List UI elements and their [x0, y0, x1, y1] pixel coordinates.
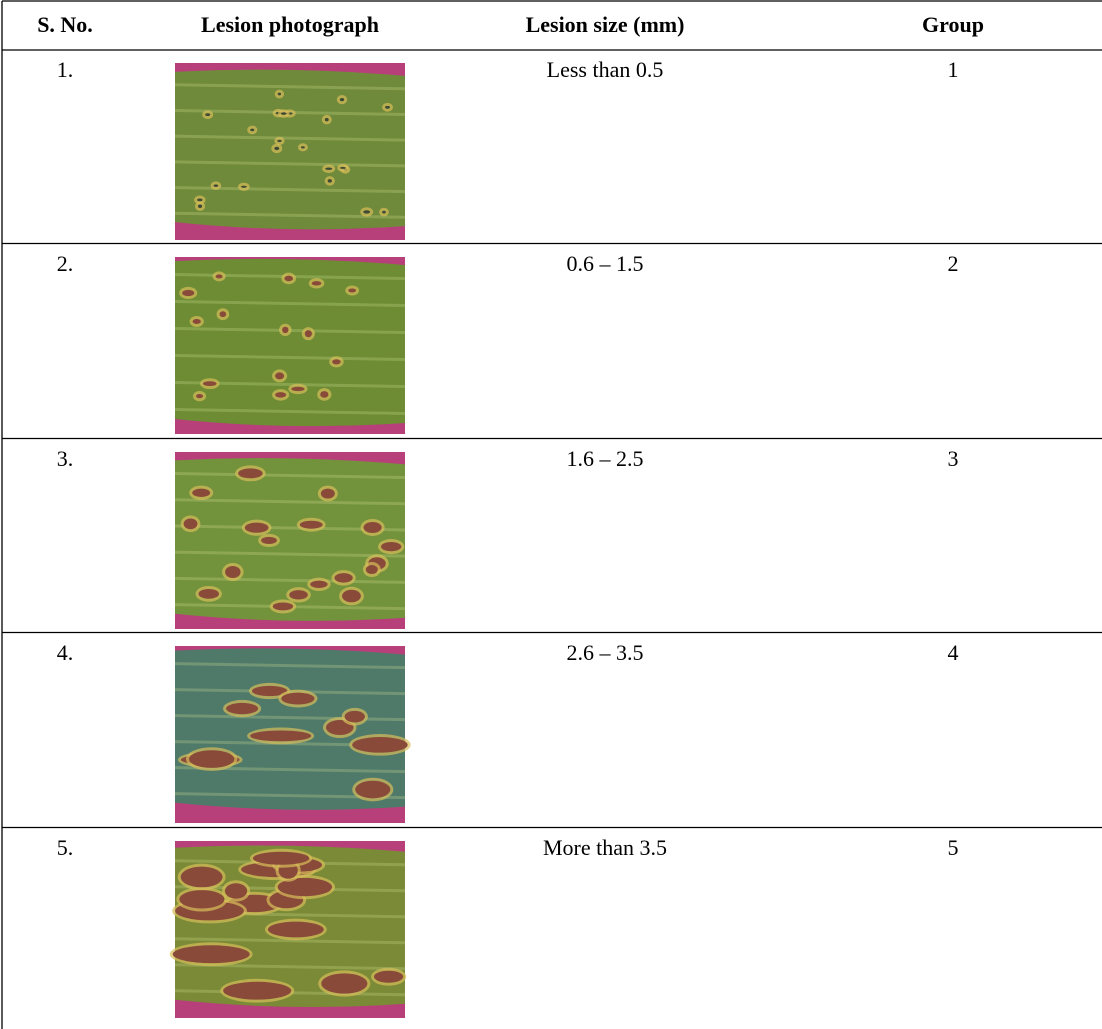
lesion-spot	[385, 106, 390, 109]
lesion-spot	[281, 112, 287, 115]
lesion-spot	[214, 184, 219, 187]
lesion-spot	[173, 945, 250, 963]
lesion-photograph	[175, 257, 405, 434]
lesion-spot	[289, 590, 308, 599]
lesion-spot	[366, 565, 378, 574]
lesion-spot	[197, 199, 203, 202]
lesion-spot	[340, 167, 345, 169]
lesion-spot	[225, 566, 240, 578]
lesion-spot	[274, 147, 279, 150]
lesion-spot	[275, 392, 286, 398]
header-cell: S. No.	[37, 12, 93, 37]
lesion-spot	[345, 711, 365, 723]
serial-number: 4.	[57, 640, 74, 665]
lesion-spot	[245, 523, 269, 533]
lesion-photograph	[170, 841, 406, 1018]
lesion-spot	[199, 589, 219, 599]
lesion-spot	[321, 973, 367, 993]
lesion-spot	[382, 211, 386, 214]
lesion-spot	[268, 922, 324, 938]
lesion-spot	[291, 387, 304, 391]
lesion-spot	[328, 179, 332, 183]
lesion-spot	[253, 852, 309, 865]
lesion-spot	[220, 311, 227, 317]
lesion-spot	[340, 98, 344, 101]
lesion-spot	[193, 319, 201, 324]
lesion-photograph	[175, 646, 411, 823]
lesion-spot	[278, 93, 281, 96]
lesion-spot	[374, 971, 403, 983]
lesion-spot	[305, 330, 312, 337]
group: 1	[948, 57, 959, 82]
lesion-size: Less than 0.5	[547, 57, 664, 82]
lesion-spot	[261, 537, 277, 544]
lesion-spot	[363, 210, 370, 213]
leaf	[175, 70, 405, 230]
lesion-spot	[335, 573, 353, 582]
group: 5	[948, 835, 959, 860]
lesion-spot	[277, 140, 281, 142]
lesion-spot	[273, 602, 293, 610]
lesion-spot	[250, 730, 311, 741]
lesion-spot	[282, 327, 288, 333]
header-cell: Group	[922, 12, 984, 37]
lesion-photograph	[175, 63, 405, 240]
lesion-size: 1.6 – 2.5	[567, 446, 644, 471]
lesion-spot	[364, 522, 382, 533]
lesion-spot	[179, 890, 224, 908]
serial-number: 2.	[57, 251, 74, 276]
lesion-spot	[216, 274, 223, 278]
lesion-spot	[300, 521, 323, 529]
group: 2	[948, 251, 959, 276]
lesion-size: 2.6 – 3.5	[567, 640, 644, 665]
lesion-spot	[321, 489, 335, 499]
lesion-spot	[181, 867, 223, 888]
lesion-spot	[320, 391, 328, 398]
lesion-spot	[325, 118, 329, 122]
lesion-spot	[325, 167, 332, 170]
lesion-size: 0.6 – 1.5	[567, 251, 644, 276]
lesion-spot	[284, 276, 293, 282]
lesion-spot	[250, 129, 254, 132]
lesion-size: More than 3.5	[543, 835, 667, 860]
header-cell: Lesion size (mm)	[526, 12, 685, 37]
lesion-spot	[192, 489, 210, 497]
serial-number: 3.	[57, 446, 74, 471]
lesion-spot	[381, 542, 401, 551]
lesion-spot	[223, 982, 291, 1000]
serial-number: 1.	[57, 57, 74, 82]
lesion-spot	[348, 288, 356, 292]
lesion-spot	[301, 146, 305, 148]
lesion-spot	[182, 290, 194, 296]
lesion-spot	[352, 737, 408, 753]
serial-number: 5.	[57, 835, 74, 860]
lesion-spot	[275, 372, 284, 379]
lesion-spot	[203, 381, 217, 386]
lesion-spot	[226, 703, 258, 714]
lesion-spot	[281, 693, 314, 705]
lesion-spot	[312, 281, 322, 285]
group: 4	[948, 640, 959, 665]
lesion-spot	[342, 590, 361, 603]
lesion-photograph	[175, 452, 405, 629]
lesion-spot	[310, 581, 327, 588]
lesion-spot	[196, 394, 203, 398]
lesion-spot	[238, 468, 263, 478]
lesion-spot	[332, 359, 341, 364]
lesion-spot	[225, 883, 247, 898]
lesion-spot	[184, 518, 198, 529]
group: 3	[948, 446, 959, 471]
header-cell: Lesion photograph	[201, 12, 379, 37]
lesion-spot	[355, 781, 390, 799]
lesion-spot	[241, 186, 247, 188]
lesion-spot	[205, 113, 210, 116]
lesion-spot	[198, 205, 202, 208]
lesion-spot	[189, 750, 234, 768]
table-page: S. No. Lesion photograph Lesion size (mm) G…	[0, 0, 1102, 1029]
